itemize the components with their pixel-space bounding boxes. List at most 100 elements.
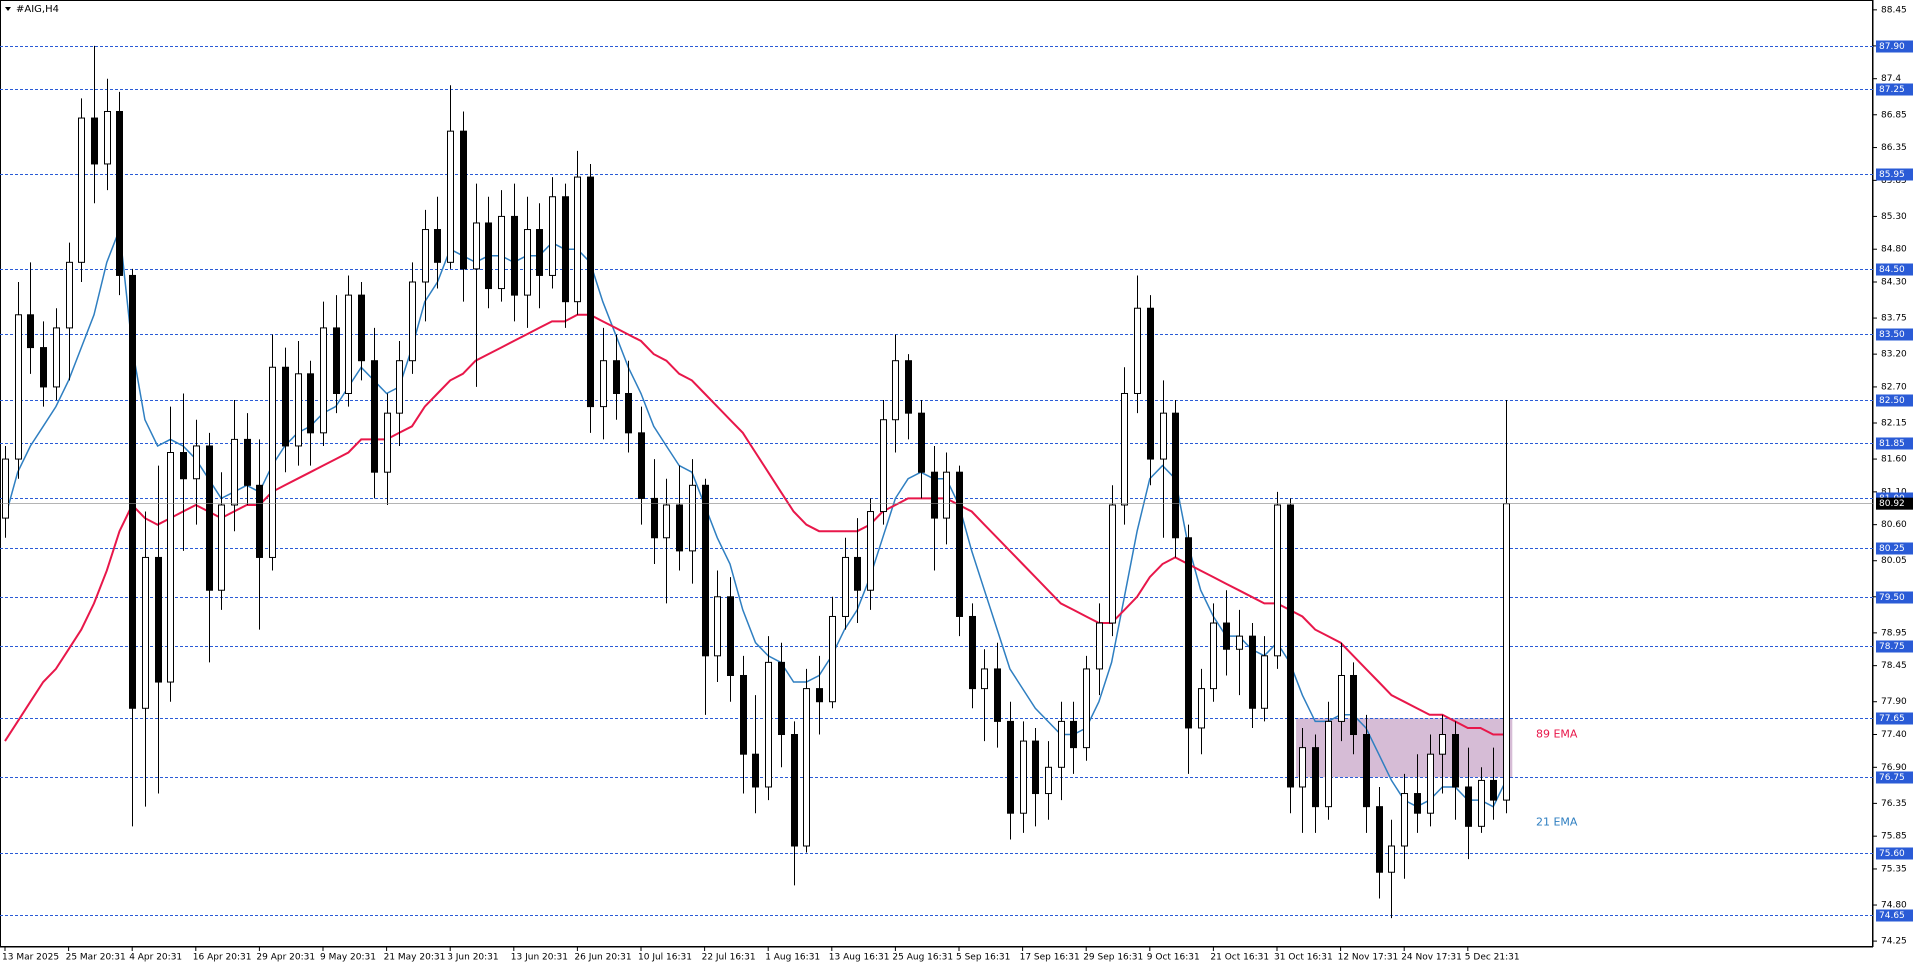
candle-body (27, 314, 34, 349)
candle-body (1032, 740, 1039, 795)
x-tick-label: 13 Mar 2025 (2, 953, 59, 963)
candle-body (1325, 720, 1332, 808)
candle-body (447, 130, 454, 263)
candle-body (613, 360, 620, 394)
candle-body (1401, 793, 1408, 847)
level-label-box (1876, 437, 1913, 450)
candle-body (345, 294, 352, 394)
candle-body (498, 215, 505, 290)
candle-body (155, 556, 162, 683)
candle-body (702, 484, 709, 657)
candle-body (1427, 753, 1434, 814)
x-tick-label: 5 Dec 21:31 (1465, 953, 1520, 963)
candle-body (880, 419, 887, 513)
candle-body (1338, 674, 1345, 722)
candle-body (676, 504, 683, 552)
x-tick-label: 10 Jul 16:31 (638, 953, 692, 963)
y-tick-label: 88.45 (1881, 5, 1907, 15)
y-tick-label: 86.85 (1881, 110, 1907, 120)
candle-body (842, 556, 849, 617)
candle-body (562, 196, 569, 303)
candle-body (1198, 688, 1205, 729)
level-label: 79.50 (1879, 593, 1905, 603)
x-tick-label: 21 Oct 16:31 (1210, 953, 1269, 963)
candle-body (689, 484, 696, 552)
candle-body (269, 366, 276, 558)
x-tick-label: 9 May 20:31 (320, 953, 376, 963)
candle-body (803, 688, 810, 847)
x-tick-label: 5 Sep 16:31 (956, 953, 1010, 963)
x-tick-label: 29 Sep 16:31 (1083, 953, 1143, 963)
level-label: 81.85 (1879, 439, 1905, 449)
candle-body (791, 734, 798, 847)
level-label-box (1876, 83, 1913, 96)
level-label-box (1876, 394, 1913, 407)
candle-body (727, 596, 734, 676)
candle-body (66, 261, 73, 329)
candle-body (1287, 504, 1294, 788)
candle-body (1109, 504, 1116, 624)
candle-body (384, 412, 391, 473)
x-tick-label: 13 Jun 20:31 (511, 953, 568, 963)
candle-body (651, 497, 658, 539)
candle-body (167, 452, 174, 683)
x-tick-label: 25 Mar 20:31 (66, 953, 126, 963)
candle-body (892, 360, 899, 421)
candle-body (1503, 503, 1510, 801)
level-label: 77.65 (1879, 714, 1905, 724)
candle-body (981, 668, 988, 690)
candle-body (1414, 793, 1421, 814)
candle-body (1096, 622, 1103, 670)
menu-triangle[interactable] (5, 7, 11, 11)
candle-body (1058, 720, 1065, 768)
level-label-box (1876, 328, 1913, 341)
y-tick-label: 81.60 (1881, 455, 1907, 465)
x-tick-label: 22 Jul 16:31 (702, 953, 756, 963)
candle-body (1020, 740, 1027, 814)
candle-body (574, 176, 581, 303)
level-label-box (1876, 771, 1913, 784)
candle-body (994, 668, 1001, 722)
x-tick-label: 26 Jun 20:31 (574, 953, 631, 963)
level-label: 85.95 (1879, 170, 1905, 180)
y-tick-label: 82.70 (1881, 382, 1907, 392)
candle-body (943, 471, 950, 519)
candle-body (333, 327, 340, 394)
candle-body (778, 661, 785, 736)
candle-body (231, 438, 238, 506)
candle-body (1312, 747, 1319, 808)
candle-body (142, 556, 149, 709)
candle-body (1147, 307, 1154, 460)
level-label: 87.25 (1879, 85, 1905, 95)
x-tick-label: 17 Sep 16:31 (1020, 953, 1080, 963)
candle-body (1172, 412, 1179, 539)
candle-body (1350, 674, 1357, 736)
candle-body (714, 596, 721, 657)
candle-body (1134, 307, 1141, 394)
candles (2, 45, 1510, 919)
ema-line (4, 313, 1506, 742)
x-tick-label: 16 Apr 20:31 (193, 953, 252, 963)
y-tick-label: 78.45 (1881, 661, 1907, 671)
candle-body (307, 373, 314, 434)
y-tick-label: 83.75 (1881, 314, 1907, 324)
x-tick-label: 21 May 20:31 (384, 953, 446, 963)
y-tick-label: 75.85 (1881, 832, 1907, 842)
candle-body (1045, 766, 1052, 795)
candle-body (663, 504, 670, 539)
y-tick-label: 84.80 (1881, 245, 1907, 255)
candle-body (460, 130, 467, 270)
candle-body (282, 366, 289, 447)
y-tick-label: 74.25 (1881, 937, 1907, 947)
x-tick-label: 1 Aug 16:31 (765, 953, 820, 963)
candle-body (1261, 655, 1268, 709)
candle-body (1249, 635, 1256, 709)
candle-body (1376, 806, 1383, 873)
candle-body (931, 471, 938, 519)
level-label-box (1876, 40, 1913, 53)
y-tick-label: 78.95 (1881, 628, 1907, 638)
x-tick-label: 9 Oct 16:31 (1147, 953, 1200, 963)
candle-body (905, 360, 912, 414)
candle-body (752, 753, 759, 788)
